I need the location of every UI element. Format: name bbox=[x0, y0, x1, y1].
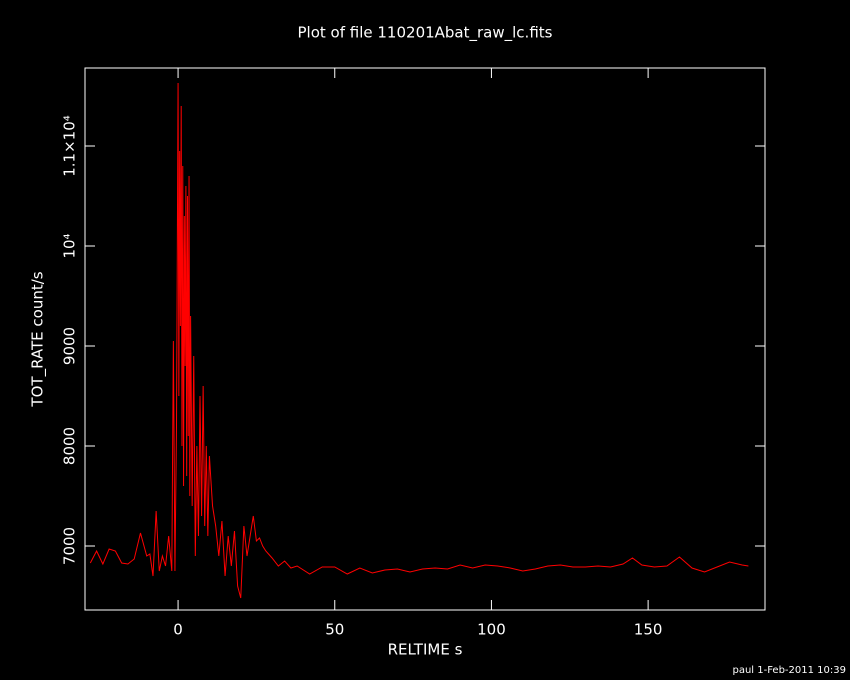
y-tick-label: 7000 bbox=[61, 527, 79, 565]
chart-title: Plot of file 110201Abat_raw_lc.fits bbox=[298, 24, 553, 43]
x-tick-label: 50 bbox=[325, 621, 344, 639]
x-axis-label: RELTIME s bbox=[388, 641, 463, 659]
x-tick-label: 0 bbox=[173, 621, 183, 639]
y-tick-label: 10⁴ bbox=[61, 233, 79, 258]
x-tick-label: 100 bbox=[477, 621, 506, 639]
x-tick-label: 150 bbox=[634, 621, 663, 639]
y-tick-label: 9000 bbox=[61, 327, 79, 365]
data-line bbox=[89, 82, 749, 599]
y-tick-label: 1.1×10⁴ bbox=[61, 115, 79, 177]
plot-frame bbox=[84, 67, 766, 611]
y-axis-label: TOT_RATE count/s bbox=[29, 271, 48, 407]
footer: paul 1-Feb-2011 10:39 bbox=[732, 665, 846, 676]
y-tick-label: 8000 bbox=[61, 427, 79, 465]
